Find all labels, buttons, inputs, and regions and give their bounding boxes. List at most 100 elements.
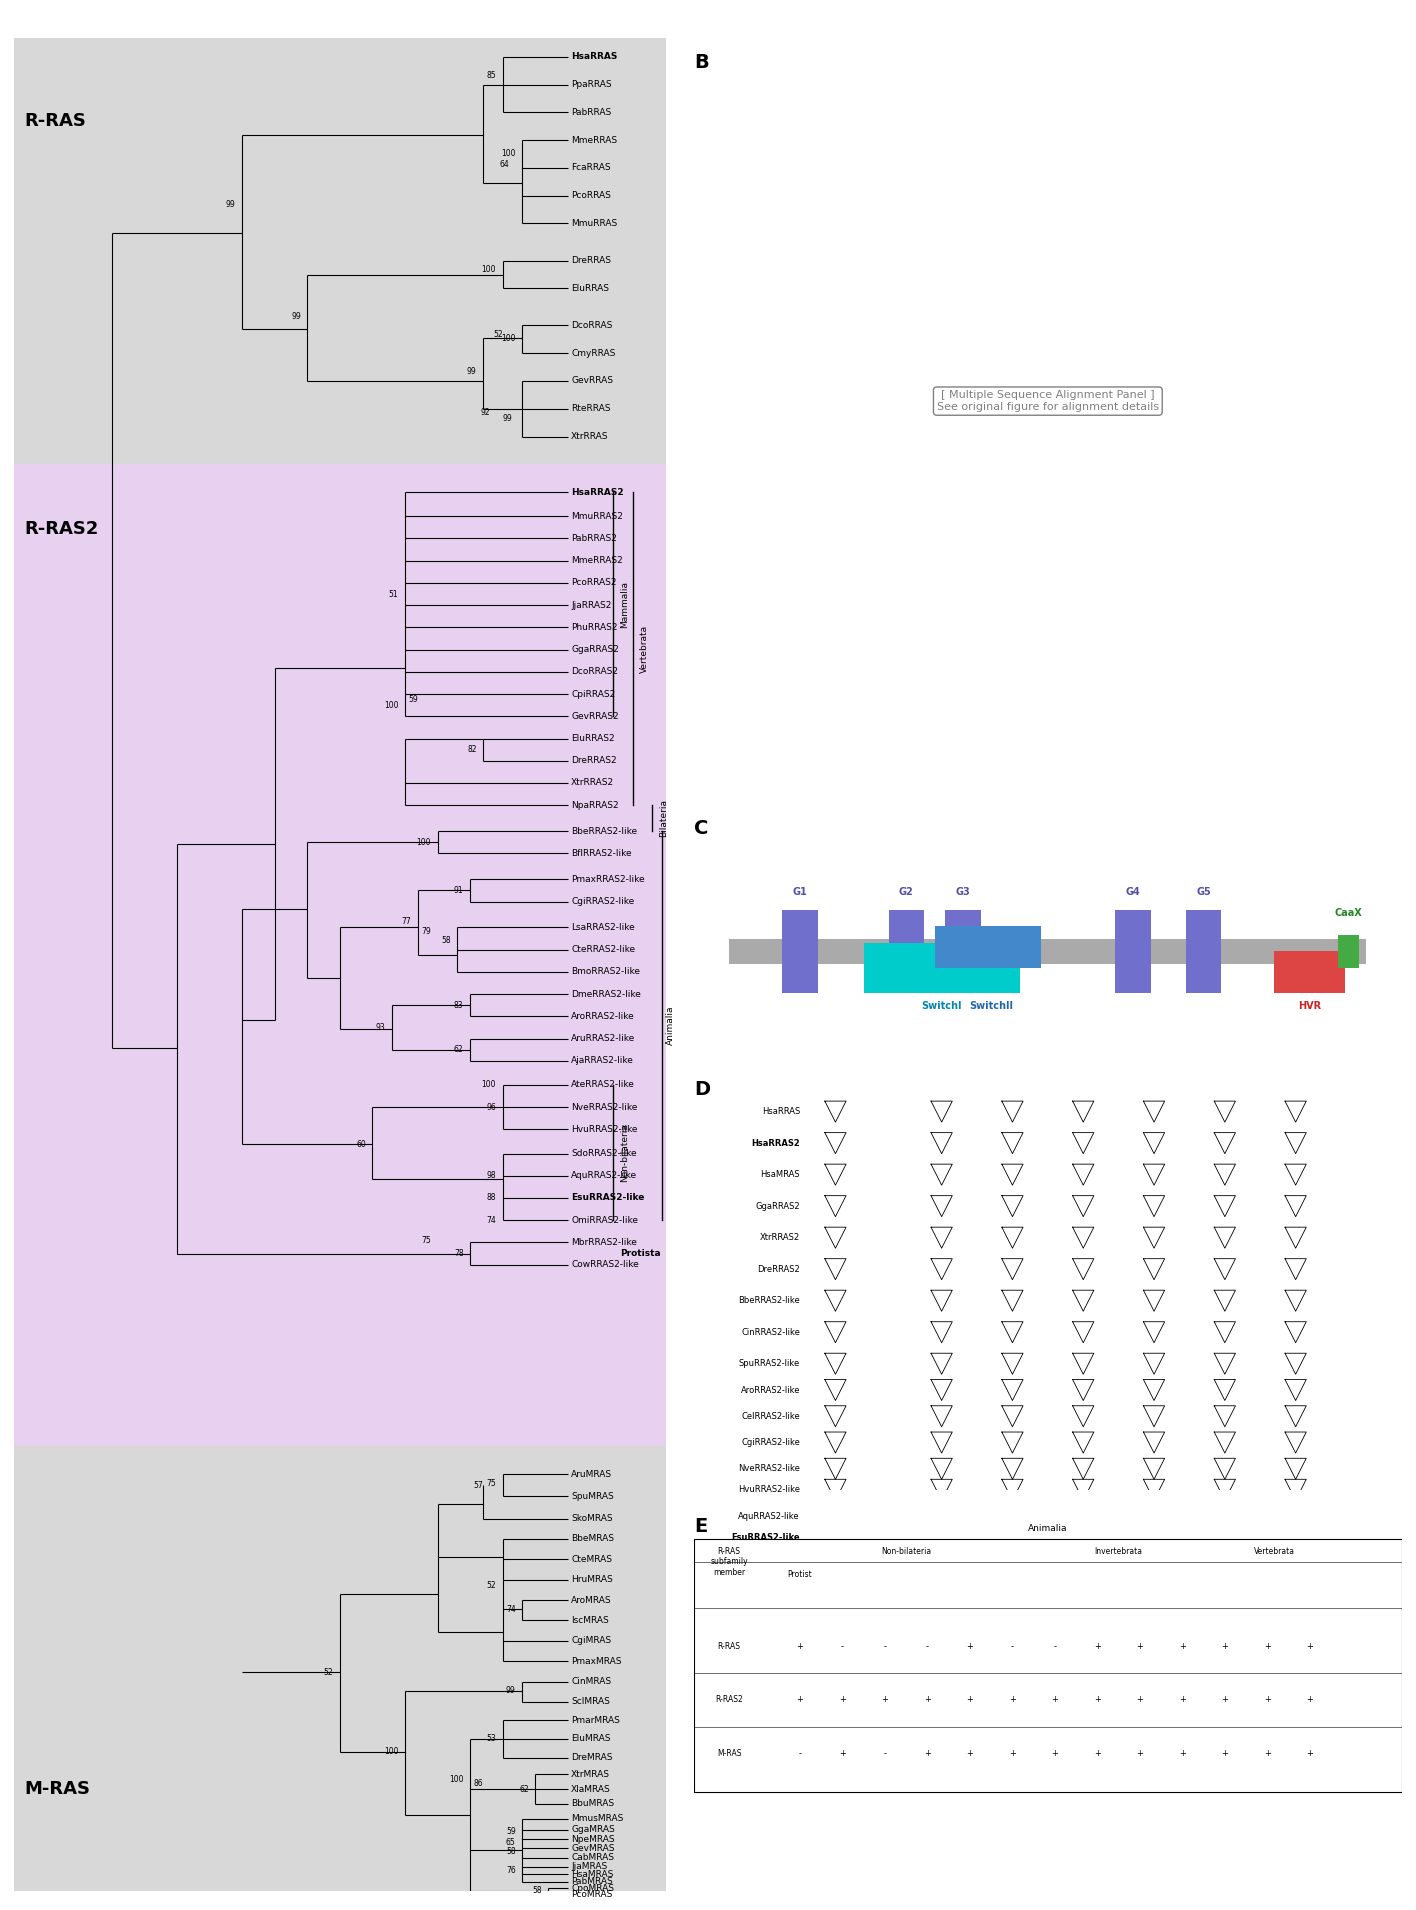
- Text: AquRRAS2-like: AquRRAS2-like: [738, 1511, 800, 1520]
- Text: 59: 59: [408, 695, 418, 705]
- Bar: [1187, 909, 1222, 993]
- Text: 92: 92: [480, 409, 490, 416]
- Text: +: +: [840, 1750, 845, 1757]
- Text: EluRRAS: EluRRAS: [571, 285, 609, 292]
- Text: -: -: [841, 1643, 844, 1650]
- Text: OmiRRAS2-like: OmiRRAS2-like: [571, 1217, 639, 1224]
- Text: C: C: [694, 819, 708, 838]
- Bar: [1116, 909, 1150, 993]
- Text: MmeRRAS: MmeRRAS: [571, 136, 617, 145]
- Text: M-RAS: M-RAS: [716, 1750, 742, 1757]
- Text: AruRRAS2-like: AruRRAS2-like: [571, 1033, 636, 1043]
- Text: 64: 64: [500, 160, 510, 168]
- Text: +: +: [882, 1696, 888, 1704]
- Text: +: +: [925, 1750, 930, 1757]
- Text: PpaRRAS: PpaRRAS: [571, 80, 612, 90]
- Text: JjaRRAS2: JjaRRAS2: [571, 600, 612, 609]
- Text: PcoRRAS2: PcoRRAS2: [571, 579, 616, 588]
- Text: SwitchI: SwitchI: [922, 1001, 961, 1010]
- Text: +: +: [1307, 1696, 1313, 1704]
- Text: GevRRAS: GevRRAS: [571, 376, 613, 386]
- Text: HvuRRAS2-like: HvuRRAS2-like: [571, 1125, 637, 1135]
- Text: 100: 100: [481, 265, 496, 275]
- Text: SpuMRAS: SpuMRAS: [571, 1492, 613, 1501]
- Text: GevMRAS: GevMRAS: [571, 1843, 615, 1853]
- Text: PmaxRRAS2-like: PmaxRRAS2-like: [571, 875, 644, 884]
- Text: FcaRRAS: FcaRRAS: [571, 164, 610, 172]
- Text: AjaRRAS2-like: AjaRRAS2-like: [571, 1056, 634, 1066]
- Text: +: +: [1222, 1696, 1228, 1704]
- Text: Protist: Protist: [787, 1570, 813, 1580]
- Text: 58: 58: [440, 936, 450, 945]
- Text: 93: 93: [375, 1024, 385, 1031]
- Text: +: +: [1137, 1696, 1143, 1704]
- Text: +: +: [1052, 1750, 1058, 1757]
- Text: Protista: Protista: [620, 1249, 660, 1259]
- Bar: [729, 938, 1366, 963]
- Text: AroRRAS2-like: AroRRAS2-like: [571, 1012, 634, 1022]
- Text: CinRRAS2-like: CinRRAS2-like: [741, 1327, 800, 1337]
- Text: BbuMRAS: BbuMRAS: [571, 1799, 615, 1809]
- Text: IscMRAS: IscMRAS: [571, 1616, 609, 1625]
- Text: 99: 99: [503, 413, 513, 422]
- Text: HsaRRAS: HsaRRAS: [762, 1108, 800, 1115]
- Text: -: -: [1011, 1643, 1014, 1650]
- Text: +: +: [797, 1696, 803, 1704]
- Text: PmarMRAS: PmarMRAS: [571, 1715, 620, 1725]
- Text: +: +: [1052, 1696, 1058, 1704]
- Text: 74: 74: [487, 1217, 496, 1224]
- Text: +: +: [967, 1750, 973, 1757]
- Text: G3: G3: [956, 888, 970, 898]
- Text: CabMRAS: CabMRAS: [571, 1853, 615, 1862]
- Text: XtrMRAS: XtrMRAS: [571, 1771, 610, 1778]
- Text: CgiRRAS2-like: CgiRRAS2-like: [741, 1438, 800, 1448]
- Text: XlaMRAS: XlaMRAS: [571, 1784, 610, 1793]
- Text: D: D: [694, 1081, 709, 1098]
- Text: 99: 99: [292, 311, 300, 321]
- Text: 99: 99: [467, 367, 477, 376]
- Text: Non-bilateria: Non-bilateria: [620, 1123, 629, 1182]
- Text: MmuRRAS2: MmuRRAS2: [571, 512, 623, 521]
- Bar: [889, 909, 923, 993]
- Text: BmoRRAS2-like: BmoRRAS2-like: [571, 968, 640, 976]
- Text: HsaMRAS: HsaMRAS: [571, 1870, 613, 1879]
- Text: HsaRRAS2: HsaRRAS2: [571, 487, 623, 497]
- Text: CgiRRAS2-like: CgiRRAS2-like: [571, 898, 634, 905]
- Text: DmeRRAS2-like: DmeRRAS2-like: [571, 989, 641, 999]
- Text: CpiRRAS2: CpiRRAS2: [571, 690, 616, 699]
- Text: 57: 57: [473, 1480, 483, 1490]
- Text: GgaRRAS2: GgaRRAS2: [571, 646, 619, 653]
- Text: +: +: [1180, 1643, 1185, 1650]
- Text: Vertebrata: Vertebrata: [1255, 1547, 1294, 1557]
- Text: -: -: [884, 1643, 886, 1650]
- Text: 100: 100: [501, 334, 515, 342]
- Text: MmusMRAS: MmusMRAS: [571, 1814, 623, 1824]
- Text: B: B: [694, 53, 708, 73]
- Text: 99: 99: [506, 1687, 515, 1696]
- Text: 59: 59: [506, 1828, 515, 1836]
- Bar: [935, 926, 1041, 968]
- Text: GevRRAS2: GevRRAS2: [571, 712, 619, 720]
- Text: E: E: [694, 1517, 707, 1536]
- Text: BbeMRAS: BbeMRAS: [571, 1534, 615, 1543]
- Bar: [864, 944, 1020, 993]
- Text: Invertebrata: Invertebrata: [1095, 1547, 1143, 1557]
- Text: +: +: [1095, 1750, 1100, 1757]
- Text: HVR: HVR: [1298, 1001, 1321, 1010]
- Text: Mammalia: Mammalia: [620, 581, 629, 628]
- Text: CteRRAS2-like: CteRRAS2-like: [571, 945, 636, 955]
- Bar: [14, 464, 666, 1446]
- Text: AroRRAS2-like: AroRRAS2-like: [741, 1385, 800, 1394]
- Text: +: +: [967, 1696, 973, 1704]
- Text: +: +: [1095, 1643, 1100, 1650]
- Text: CpoMRAS: CpoMRAS: [571, 1883, 615, 1893]
- Text: +: +: [1137, 1643, 1143, 1650]
- Text: MbrRRAS2-like: MbrRRAS2-like: [571, 1238, 637, 1247]
- Bar: [1274, 951, 1345, 993]
- Text: 99: 99: [227, 201, 235, 210]
- Text: PabRRAS2: PabRRAS2: [571, 535, 617, 542]
- Text: 96: 96: [487, 1102, 496, 1112]
- Text: GgaMRAS: GgaMRAS: [571, 1826, 615, 1834]
- Text: HvuRRAS2-like: HvuRRAS2-like: [738, 1486, 800, 1494]
- Text: 58: 58: [506, 1847, 515, 1857]
